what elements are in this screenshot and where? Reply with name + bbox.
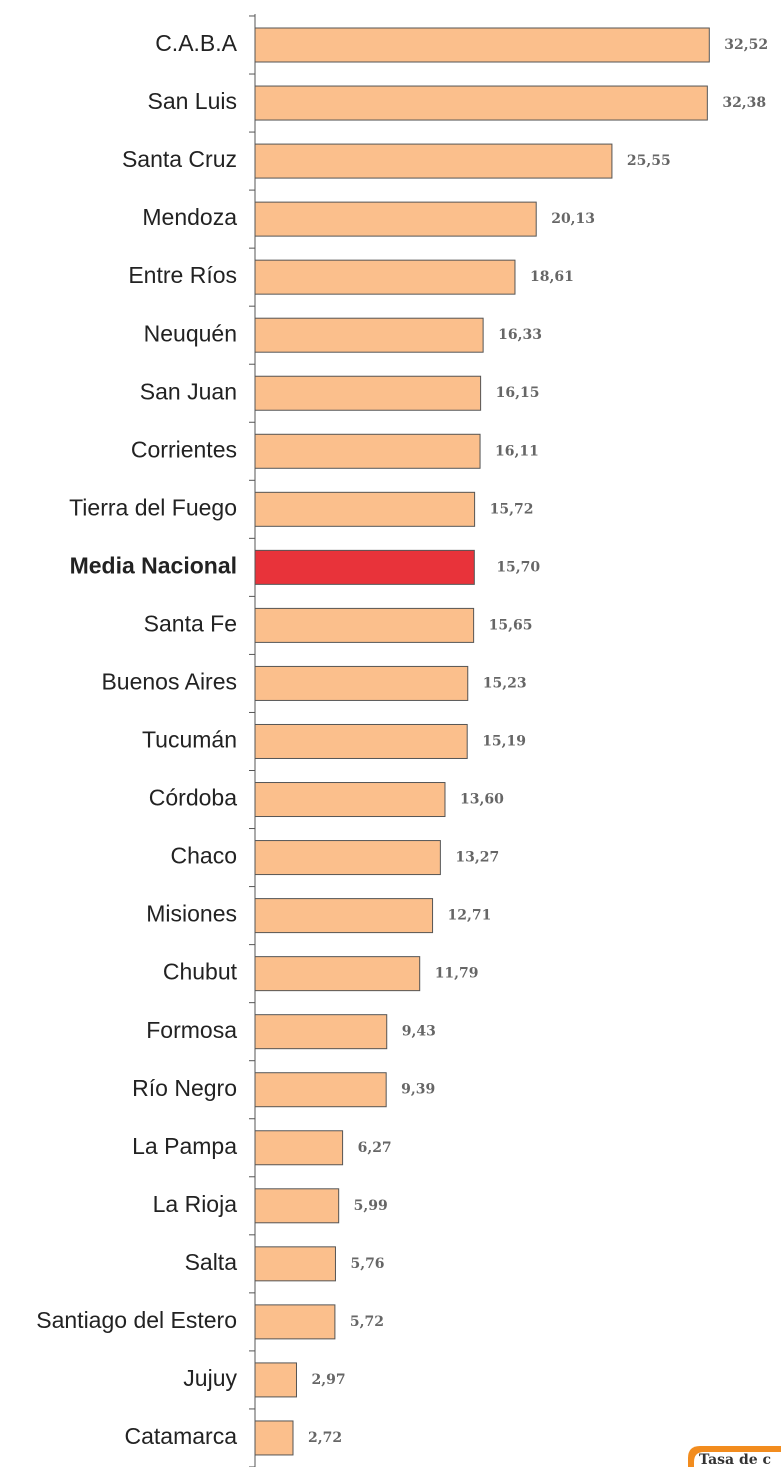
value-label: 5,72: [350, 1314, 384, 1330]
category-label: San Luis: [147, 88, 237, 114]
bar: [254, 491, 476, 527]
bar: [254, 317, 484, 353]
category-label: Santa Cruz: [122, 146, 237, 172]
bar: [254, 898, 434, 934]
value-label: 15,72: [490, 501, 534, 517]
value-label: 5,99: [354, 1198, 388, 1214]
value-label: 9,43: [402, 1024, 436, 1040]
bar: [254, 782, 446, 818]
category-label: Entre Ríos: [128, 262, 237, 288]
value-label: 16,15: [496, 385, 540, 401]
value-label: 32,38: [722, 95, 766, 111]
category-label: Córdoba: [149, 785, 237, 811]
category-label: Salta: [185, 1249, 238, 1275]
value-label: 15,70: [496, 559, 540, 575]
tab-inner: [694, 1452, 781, 1467]
bar: [254, 840, 441, 876]
bar: [254, 375, 482, 411]
category-label: Media Nacional: [70, 552, 237, 578]
category-label: Río Negro: [132, 1075, 237, 1101]
category-label: Misiones: [146, 901, 237, 927]
category-label: Mendoza: [142, 204, 237, 230]
value-label: 5,76: [350, 1256, 384, 1272]
value-label: 6,27: [358, 1140, 392, 1156]
bar: [254, 723, 468, 759]
bar: [254, 1420, 294, 1456]
category-label: Santiago del Estero: [36, 1307, 237, 1333]
value-label: 13,60: [460, 792, 504, 808]
bar: [254, 27, 710, 63]
value-label: 15,23: [483, 675, 527, 691]
category-label: Santa Fe: [144, 610, 237, 636]
bar: [254, 259, 516, 295]
bar: [254, 549, 475, 585]
value-label: 32,52: [724, 37, 768, 53]
bar: [254, 607, 475, 643]
category-label: Corrientes: [131, 436, 237, 462]
category-label: La Rioja: [153, 1191, 238, 1217]
category-label: Jujuy: [183, 1365, 237, 1391]
value-label: 2,72: [308, 1430, 342, 1446]
value-label: 15,65: [489, 617, 533, 633]
bar: [254, 956, 421, 992]
bar: [254, 1188, 340, 1224]
bar: [254, 665, 469, 701]
value-label: 20,13: [551, 211, 595, 227]
value-label: 2,97: [311, 1372, 345, 1388]
value-label: 9,39: [401, 1082, 435, 1098]
category-label: Tierra del Fuego: [69, 494, 237, 520]
value-label: 16,33: [498, 327, 542, 343]
value-label: 12,71: [448, 908, 492, 924]
value-label: 13,27: [455, 850, 499, 866]
bar: [254, 1072, 387, 1108]
bar: [254, 433, 481, 469]
bar: [254, 201, 537, 237]
value-label: 25,55: [627, 153, 671, 169]
category-label: Neuquén: [144, 320, 237, 346]
bar: [254, 1362, 297, 1398]
category-label: San Juan: [140, 378, 237, 404]
value-label: 15,19: [482, 733, 526, 749]
category-label: Buenos Aires: [101, 669, 237, 695]
value-label: 18,61: [530, 269, 574, 285]
bar: [254, 85, 708, 121]
category-label: Chaco: [171, 843, 237, 869]
bar: [254, 1014, 388, 1050]
bar: [254, 143, 613, 179]
category-label: La Pampa: [132, 1133, 237, 1159]
category-label: C.A.B.A: [155, 30, 237, 56]
category-label: Catamarca: [125, 1423, 238, 1449]
annotation: Tasa de c: [699, 1452, 771, 1467]
value-label: 11,79: [435, 966, 479, 982]
bar: [254, 1304, 336, 1340]
value-label: 16,11: [495, 443, 539, 459]
category-label: Chubut: [163, 959, 238, 985]
category-label: Tucumán: [142, 727, 237, 753]
bar: [254, 1246, 336, 1282]
bar: [254, 1130, 344, 1166]
category-label: Formosa: [146, 1017, 237, 1043]
